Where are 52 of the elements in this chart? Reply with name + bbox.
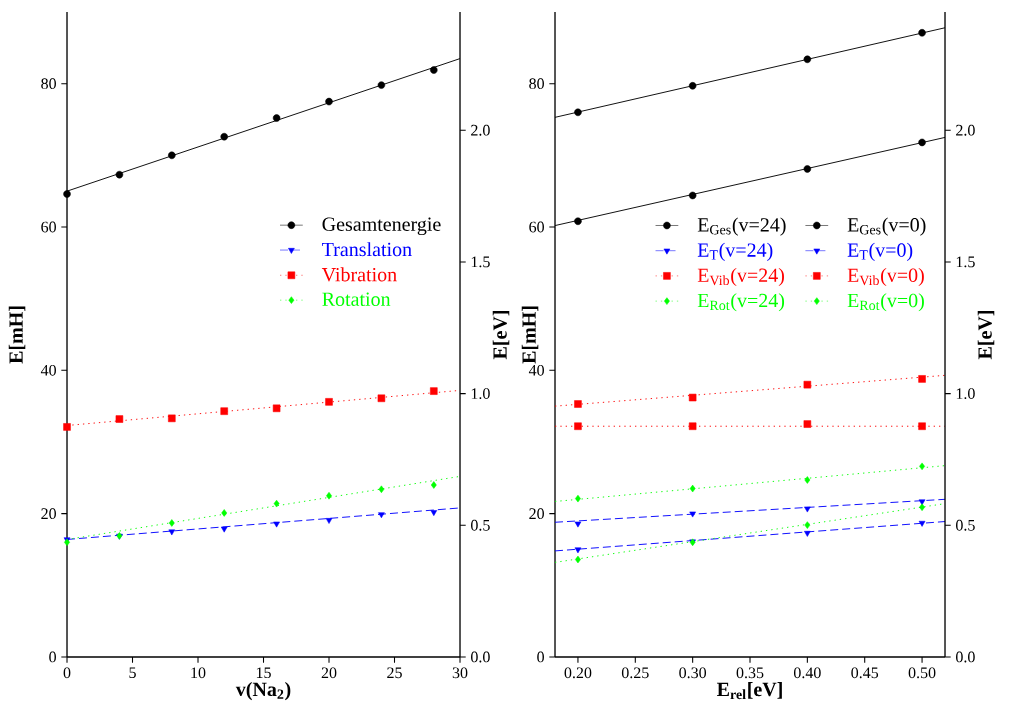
legend-label: E$_{Rot}$(v=24) (697, 293, 785, 312)
y-tick-label: 40 (40, 364, 56, 376)
y2-tick-label: 0.0 (471, 651, 490, 663)
legend-label: E$_{Ges}$(v=0) (847, 217, 926, 236)
y2-tick-label: 0.5 (956, 519, 975, 531)
x-tick-label: 0.40 (793, 667, 821, 679)
x-tick-label: 30 (452, 667, 468, 679)
y2-tick-label: 2.0 (471, 124, 490, 136)
y2-axis-title: E[eV] (977, 310, 995, 360)
y-tick-label: 80 (41, 78, 56, 90)
x-tick-label: 5 (129, 667, 136, 679)
legend-label: E$_{Vib}$(v=24) (697, 267, 784, 287)
y2-tick-label: 0.5 (471, 519, 490, 531)
x-tick-label: 20 (321, 667, 337, 679)
y2-tick-label: 1.5 (956, 256, 975, 268)
legend-label: E$_{Vib}$(v=0) (847, 267, 924, 287)
y2-tick-label: 1.0 (471, 388, 490, 400)
x-tick-label: 10 (191, 667, 206, 679)
y-tick-label: 0 (537, 651, 544, 663)
x-tick-label: 0.20 (564, 667, 592, 679)
y2-tick-label: 0.0 (956, 651, 975, 663)
legend-label: Vibration (321, 267, 397, 282)
x-axis-title: E$_{rel}$[eV] (716, 682, 782, 700)
legend-label: E$_{Ges}$(v=24) (697, 217, 786, 236)
y-tick-label: 60 (41, 221, 56, 233)
x-tick-label: 0.45 (851, 667, 879, 679)
y-tick-label: 0 (49, 651, 56, 663)
y-axis-title: E[mH] (8, 306, 26, 364)
y-tick-label: 20 (529, 508, 544, 520)
legend-label: E$_{T}$(v=24) (697, 242, 773, 261)
y-axis-title: E[mH] (521, 306, 539, 364)
y2-tick-label: 1.5 (471, 256, 490, 268)
x-axis-title: v(Na$_{2}$) (235, 682, 291, 701)
x-tick-label: 0.50 (908, 667, 936, 679)
x-tick-label: 0 (63, 667, 71, 679)
x-tick-label: 25 (387, 667, 402, 679)
legend-label: E$_{Rot}$(v=0) (847, 293, 924, 312)
y-tick-label: 60 (529, 221, 544, 233)
legend-label: E$_{T}$(v=0) (847, 242, 913, 261)
x-tick-label: 0.25 (621, 667, 649, 679)
y2-tick-label: 1.0 (956, 388, 975, 400)
y-tick-label: 80 (529, 78, 544, 90)
y2-tick-label: 2.0 (956, 124, 975, 136)
y2-axis-title: E[eV] (492, 310, 510, 360)
y-tick-label: 20 (41, 508, 56, 520)
x-tick-label: 0.35 (736, 667, 764, 679)
y-tick-label: 40 (528, 364, 544, 376)
legend-label: Translation (322, 242, 412, 257)
x-tick-label: 0.30 (679, 667, 707, 679)
legend-label: Rotation (322, 292, 391, 306)
legend-label: Gesamtenergie (322, 217, 441, 236)
x-tick-label: 15 (256, 667, 271, 679)
